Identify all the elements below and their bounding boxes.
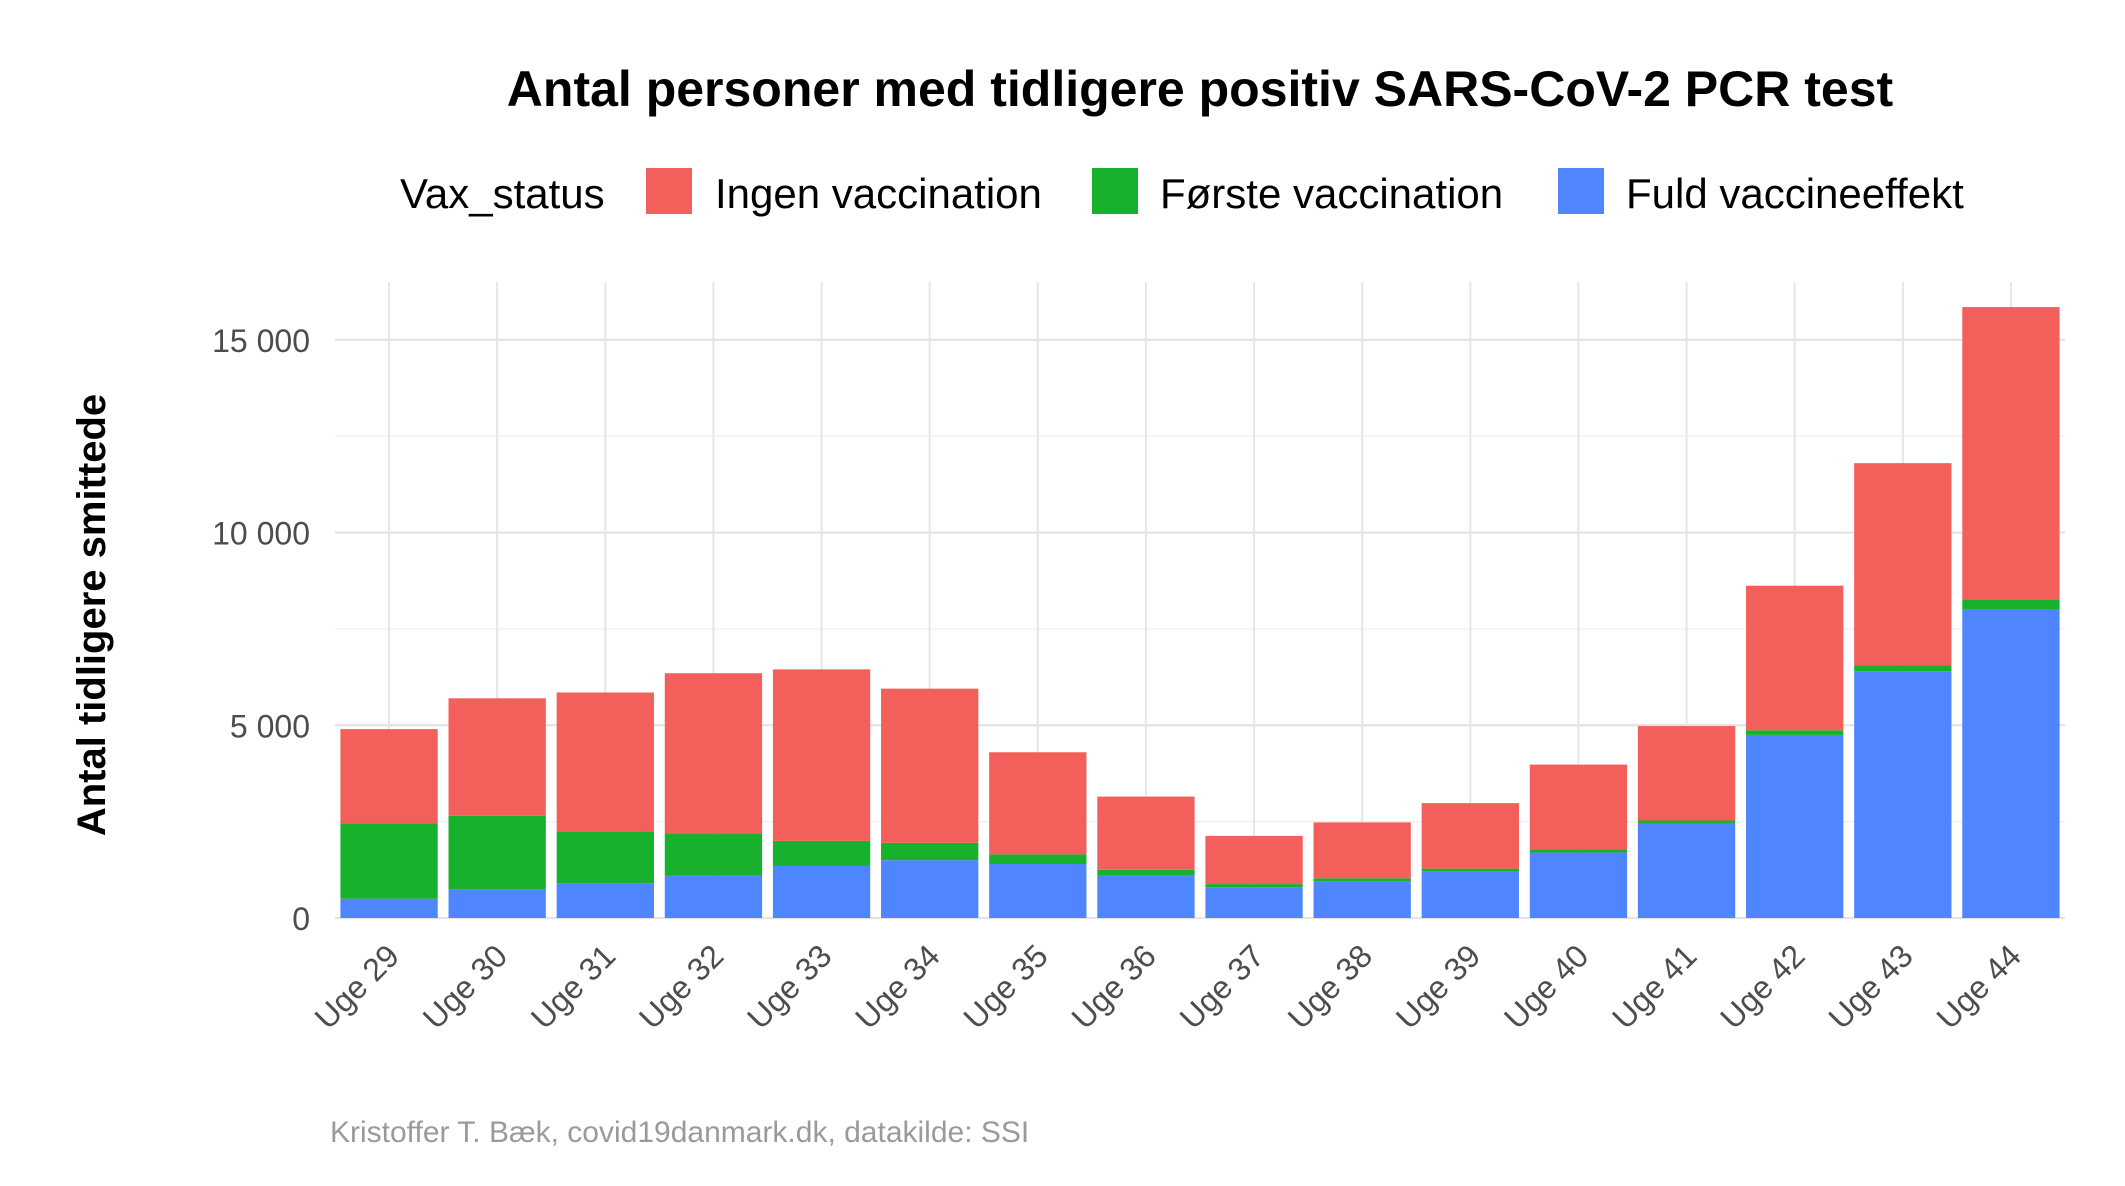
legend-title: Vax_status	[400, 170, 605, 217]
bar-segment-fuld-vaccineeffekt	[340, 898, 438, 918]
bar-segment-ingen-vaccination	[989, 752, 1087, 855]
x-tick-label: Uge 42	[1713, 937, 1811, 1035]
bar-segment-ingen-vaccination	[1962, 307, 2060, 600]
legend-swatch	[1558, 168, 1604, 214]
legend-swatch	[646, 168, 692, 214]
bar-segment-ingen-vaccination	[340, 729, 438, 824]
bar-segment-første-vaccination	[1854, 665, 1952, 672]
x-tick-label: Uge 40	[1497, 937, 1595, 1035]
bar-segment-første-vaccination	[556, 831, 654, 884]
bar-segment-første-vaccination	[1205, 884, 1303, 888]
bar-segment-ingen-vaccination	[1421, 803, 1519, 869]
x-tick-label: Uge 37	[1173, 937, 1271, 1035]
x-tick-label: Uge 34	[848, 937, 946, 1035]
bar-segment-ingen-vaccination	[1854, 463, 1952, 666]
bar-segment-ingen-vaccination	[881, 688, 979, 843]
x-tick-label: Uge 32	[632, 937, 730, 1035]
bar-segment-fuld-vaccineeffekt	[989, 864, 1087, 918]
bar-segment-ingen-vaccination	[1313, 822, 1411, 879]
bar-segment-fuld-vaccineeffekt	[556, 883, 654, 918]
x-tick-label: Uge 43	[1821, 937, 1919, 1035]
x-tick-label: Uge 33	[740, 937, 838, 1035]
bar-segment-fuld-vaccineeffekt	[1854, 671, 1952, 918]
bars	[340, 307, 2060, 918]
bar-segment-fuld-vaccineeffekt	[1529, 852, 1628, 918]
bar-segment-første-vaccination	[989, 854, 1087, 865]
y-axis-label: Antal tidligere smittede	[70, 394, 114, 836]
bar-segment-første-vaccination	[772, 840, 871, 866]
bar-segment-første-vaccination	[1421, 868, 1519, 872]
x-tick-label: Uge 30	[416, 937, 514, 1035]
x-tick-label: Uge 44	[1929, 937, 2027, 1035]
bar-segment-første-vaccination	[881, 842, 979, 861]
legend-label: Fuld vaccineeffekt	[1626, 170, 1964, 217]
bar-segment-ingen-vaccination	[664, 673, 763, 834]
bar-segment-fuld-vaccineeffekt	[1421, 871, 1519, 918]
bar-segment-første-vaccination	[1962, 600, 2060, 610]
bar-segment-fuld-vaccineeffekt	[1205, 887, 1303, 918]
y-tick-label: 5 000	[230, 708, 310, 744]
bar-segment-fuld-vaccineeffekt	[1097, 875, 1195, 918]
bar-segment-ingen-vaccination	[772, 669, 871, 841]
x-axis: Uge 29 Uge 30 Uge 31 Uge 32 Uge 33 Uge 34 Uge …	[308, 937, 2028, 1035]
chart-title: Antal personer med tidligere positiv SAR…	[507, 61, 1894, 117]
bar-segment-ingen-vaccination	[1205, 835, 1303, 885]
bar-segment-fuld-vaccineeffekt	[772, 865, 871, 918]
bar-segment-fuld-vaccineeffekt	[664, 875, 763, 918]
bar-segment-første-vaccination	[1313, 878, 1411, 882]
x-tick-label: Uge 36	[1064, 937, 1162, 1035]
x-tick-label: Uge 29	[308, 937, 406, 1035]
bar-segment-første-vaccination	[1097, 869, 1195, 876]
bar-segment-ingen-vaccination	[448, 698, 546, 816]
bar-segment-ingen-vaccination	[1637, 726, 1736, 821]
y-axis: 0 5 000 10 000 15 000	[212, 323, 310, 937]
x-tick-label: Uge 31	[524, 937, 622, 1035]
legend-swatch	[1092, 168, 1138, 214]
bar-segment-første-vaccination	[1637, 820, 1736, 824]
legend-label: Ingen vaccination	[715, 170, 1042, 217]
bar-segment-første-vaccination	[664, 833, 763, 876]
bar-segment-fuld-vaccineeffekt	[1746, 734, 1844, 918]
bar-segment-første-vaccination	[340, 823, 438, 899]
y-tick-label: 10 000	[212, 516, 310, 552]
bar-segment-ingen-vaccination	[1529, 764, 1628, 850]
y-tick-label: 15 000	[212, 323, 310, 359]
bar-segment-ingen-vaccination	[1746, 585, 1844, 731]
bar-segment-fuld-vaccineeffekt	[1313, 881, 1411, 918]
bar-segment-fuld-vaccineeffekt	[1962, 609, 2060, 918]
bar-segment-fuld-vaccineeffekt	[1637, 823, 1736, 918]
bar-segment-første-vaccination	[448, 815, 546, 890]
bar-segment-første-vaccination	[1529, 849, 1628, 853]
x-tick-label: Uge 41	[1605, 937, 1703, 1035]
bar-segment-fuld-vaccineeffekt	[448, 889, 546, 918]
bar-segment-første-vaccination	[1746, 730, 1844, 735]
x-tick-label: Uge 35	[956, 937, 1054, 1035]
y-tick-label: 0	[292, 901, 310, 937]
bar-segment-ingen-vaccination	[556, 692, 654, 832]
legend-label: Første vaccination	[1160, 170, 1503, 217]
bar-segment-ingen-vaccination	[1097, 796, 1195, 870]
bar-segment-fuld-vaccineeffekt	[881, 860, 979, 918]
chart-caption: Kristoffer T. Bæk, covid19danmark.dk, da…	[330, 1116, 1029, 1149]
x-tick-label: Uge 38	[1281, 937, 1379, 1035]
legend: Vax_status Ingen vaccination Første vacci…	[400, 168, 1964, 217]
x-tick-label: Uge 39	[1389, 937, 1487, 1035]
